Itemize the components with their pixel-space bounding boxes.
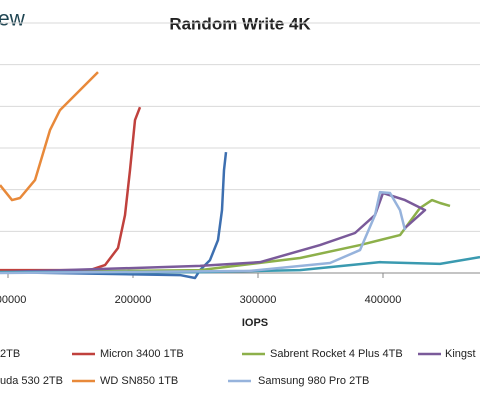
legend-label: Kingst [445,348,476,360]
x-axis-title: IOPS [242,317,268,329]
legend-label: 2TB [0,348,20,360]
logo-text: ew [0,8,26,31]
chart-title: Random Write 4K [169,14,311,33]
series-line [0,152,228,280]
legend-label: Samsung 980 Pro 2TB [258,375,369,387]
legend-label: WD SN850 1TB [100,375,178,387]
x-tick-label: 400000 [365,294,402,306]
legend-label: uda 530 2TB [0,375,63,387]
x-tick-label: 300000 [240,294,277,306]
x-tick-label: 200000 [115,294,152,306]
series-line [0,198,451,274]
series-line [0,190,407,275]
legend-label: Micron 3400 1TB [100,348,184,360]
legend-label: Sabrent Rocket 4 Plus 4TB [270,348,403,360]
series-line [0,106,142,272]
series-line [0,191,427,274]
x-tick-label: 100000 [0,294,26,306]
series-line [0,71,99,202]
